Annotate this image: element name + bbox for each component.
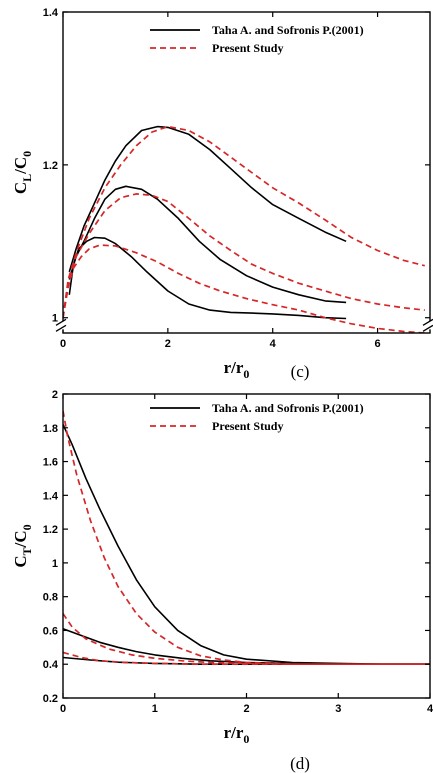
y-tick-label: 0.2 (43, 693, 58, 705)
axis-break-gap-1 (425, 321, 433, 330)
y-axis-label-sub: L (20, 174, 34, 182)
y-tick-label: 1.2 (43, 160, 58, 172)
legend-label-1: Present Study (212, 41, 283, 55)
y-axis-label-main: C (11, 182, 30, 194)
x-axis-label-main: r/r (224, 723, 244, 742)
y-tick-label: 1.4 (43, 7, 59, 19)
legend-label-0: Taha A. and Sofronis P.(2001) (212, 23, 364, 37)
x-tick-label: 6 (375, 338, 381, 350)
x-tick-label: 2 (165, 338, 171, 350)
axis-break-mark (55, 318, 67, 326)
series-line-4 (63, 613, 430, 666)
series-line-5 (63, 125, 426, 318)
series-line-5 (63, 651, 430, 666)
x-tick-label: 0 (60, 338, 66, 350)
plot-frame (62, 11, 431, 334)
y-tick-label: 1 (52, 558, 58, 570)
chart-c: 0 2 4 6 1 1.2 1.4 Taha A. and Sofronis P.(2001)… (11, 7, 433, 381)
x-tick-label: 1 (152, 703, 158, 715)
series-line-2 (68, 125, 347, 273)
y-tick-label: 0.8 (43, 592, 58, 604)
x-tick-label: 0 (60, 703, 66, 715)
x-tick-label: 4 (270, 338, 277, 350)
y-tick-label: 2 (52, 389, 58, 401)
axis-break-mark (422, 318, 433, 326)
y-axis-label-tail: /C (11, 530, 30, 548)
y-axis-label-tail-sub: 0 (20, 151, 34, 157)
x-tick-label: 2 (243, 703, 249, 715)
y-tick-label: 1.6 (43, 457, 58, 469)
series-line-1 (68, 185, 347, 304)
chart-d: 0 1 2 3 4 0.2 0.4 0.6 0.8 1 1.2 1.4 1.6 1.8 2 Taha A. a… (11, 389, 433, 773)
series-line-0 (63, 424, 430, 666)
y-tick-label: 1.8 (43, 423, 58, 435)
x-axis-label: r/r0 (224, 723, 250, 746)
series-line-3 (63, 244, 425, 333)
x-axis-label-main: r/r (224, 358, 244, 377)
x-tick-label: 4 (427, 703, 433, 715)
panel-label: (c) (291, 362, 310, 381)
y-axis-label: CL/C0 (11, 151, 34, 194)
y-tick-label: 0.6 (43, 625, 58, 637)
axis-break-gap-0 (58, 321, 68, 330)
series-line-4 (63, 193, 425, 318)
y-axis-label-tail: /C (11, 157, 30, 175)
axis-break-mark (422, 324, 433, 332)
x-axis-label: r/r0 (224, 358, 250, 381)
legend-label-0: Taha A. and Sofronis P.(2001) (212, 401, 364, 415)
x-axis-label-sub: 0 (243, 732, 249, 746)
x-axis-label-sub: 0 (243, 367, 249, 381)
y-axis-label: CT/C0 (11, 524, 34, 567)
y-tick-label: 1.2 (43, 524, 58, 536)
y-tick-label: 1.4 (43, 490, 59, 502)
series-line-0 (68, 236, 347, 320)
y-axis-label-main: C (11, 555, 30, 567)
legend-label-1: Present Study (212, 419, 283, 433)
y-tick-label: 1 (52, 313, 58, 325)
y-axis-label-sub: T (20, 547, 34, 555)
panel-label: (d) (290, 754, 310, 773)
y-tick-label: 0.4 (43, 659, 59, 671)
y-axis-label-tail-sub: 0 (20, 524, 34, 530)
x-tick-label: 3 (335, 703, 341, 715)
axis-break-mark (55, 324, 67, 332)
series-line-3 (63, 410, 430, 666)
